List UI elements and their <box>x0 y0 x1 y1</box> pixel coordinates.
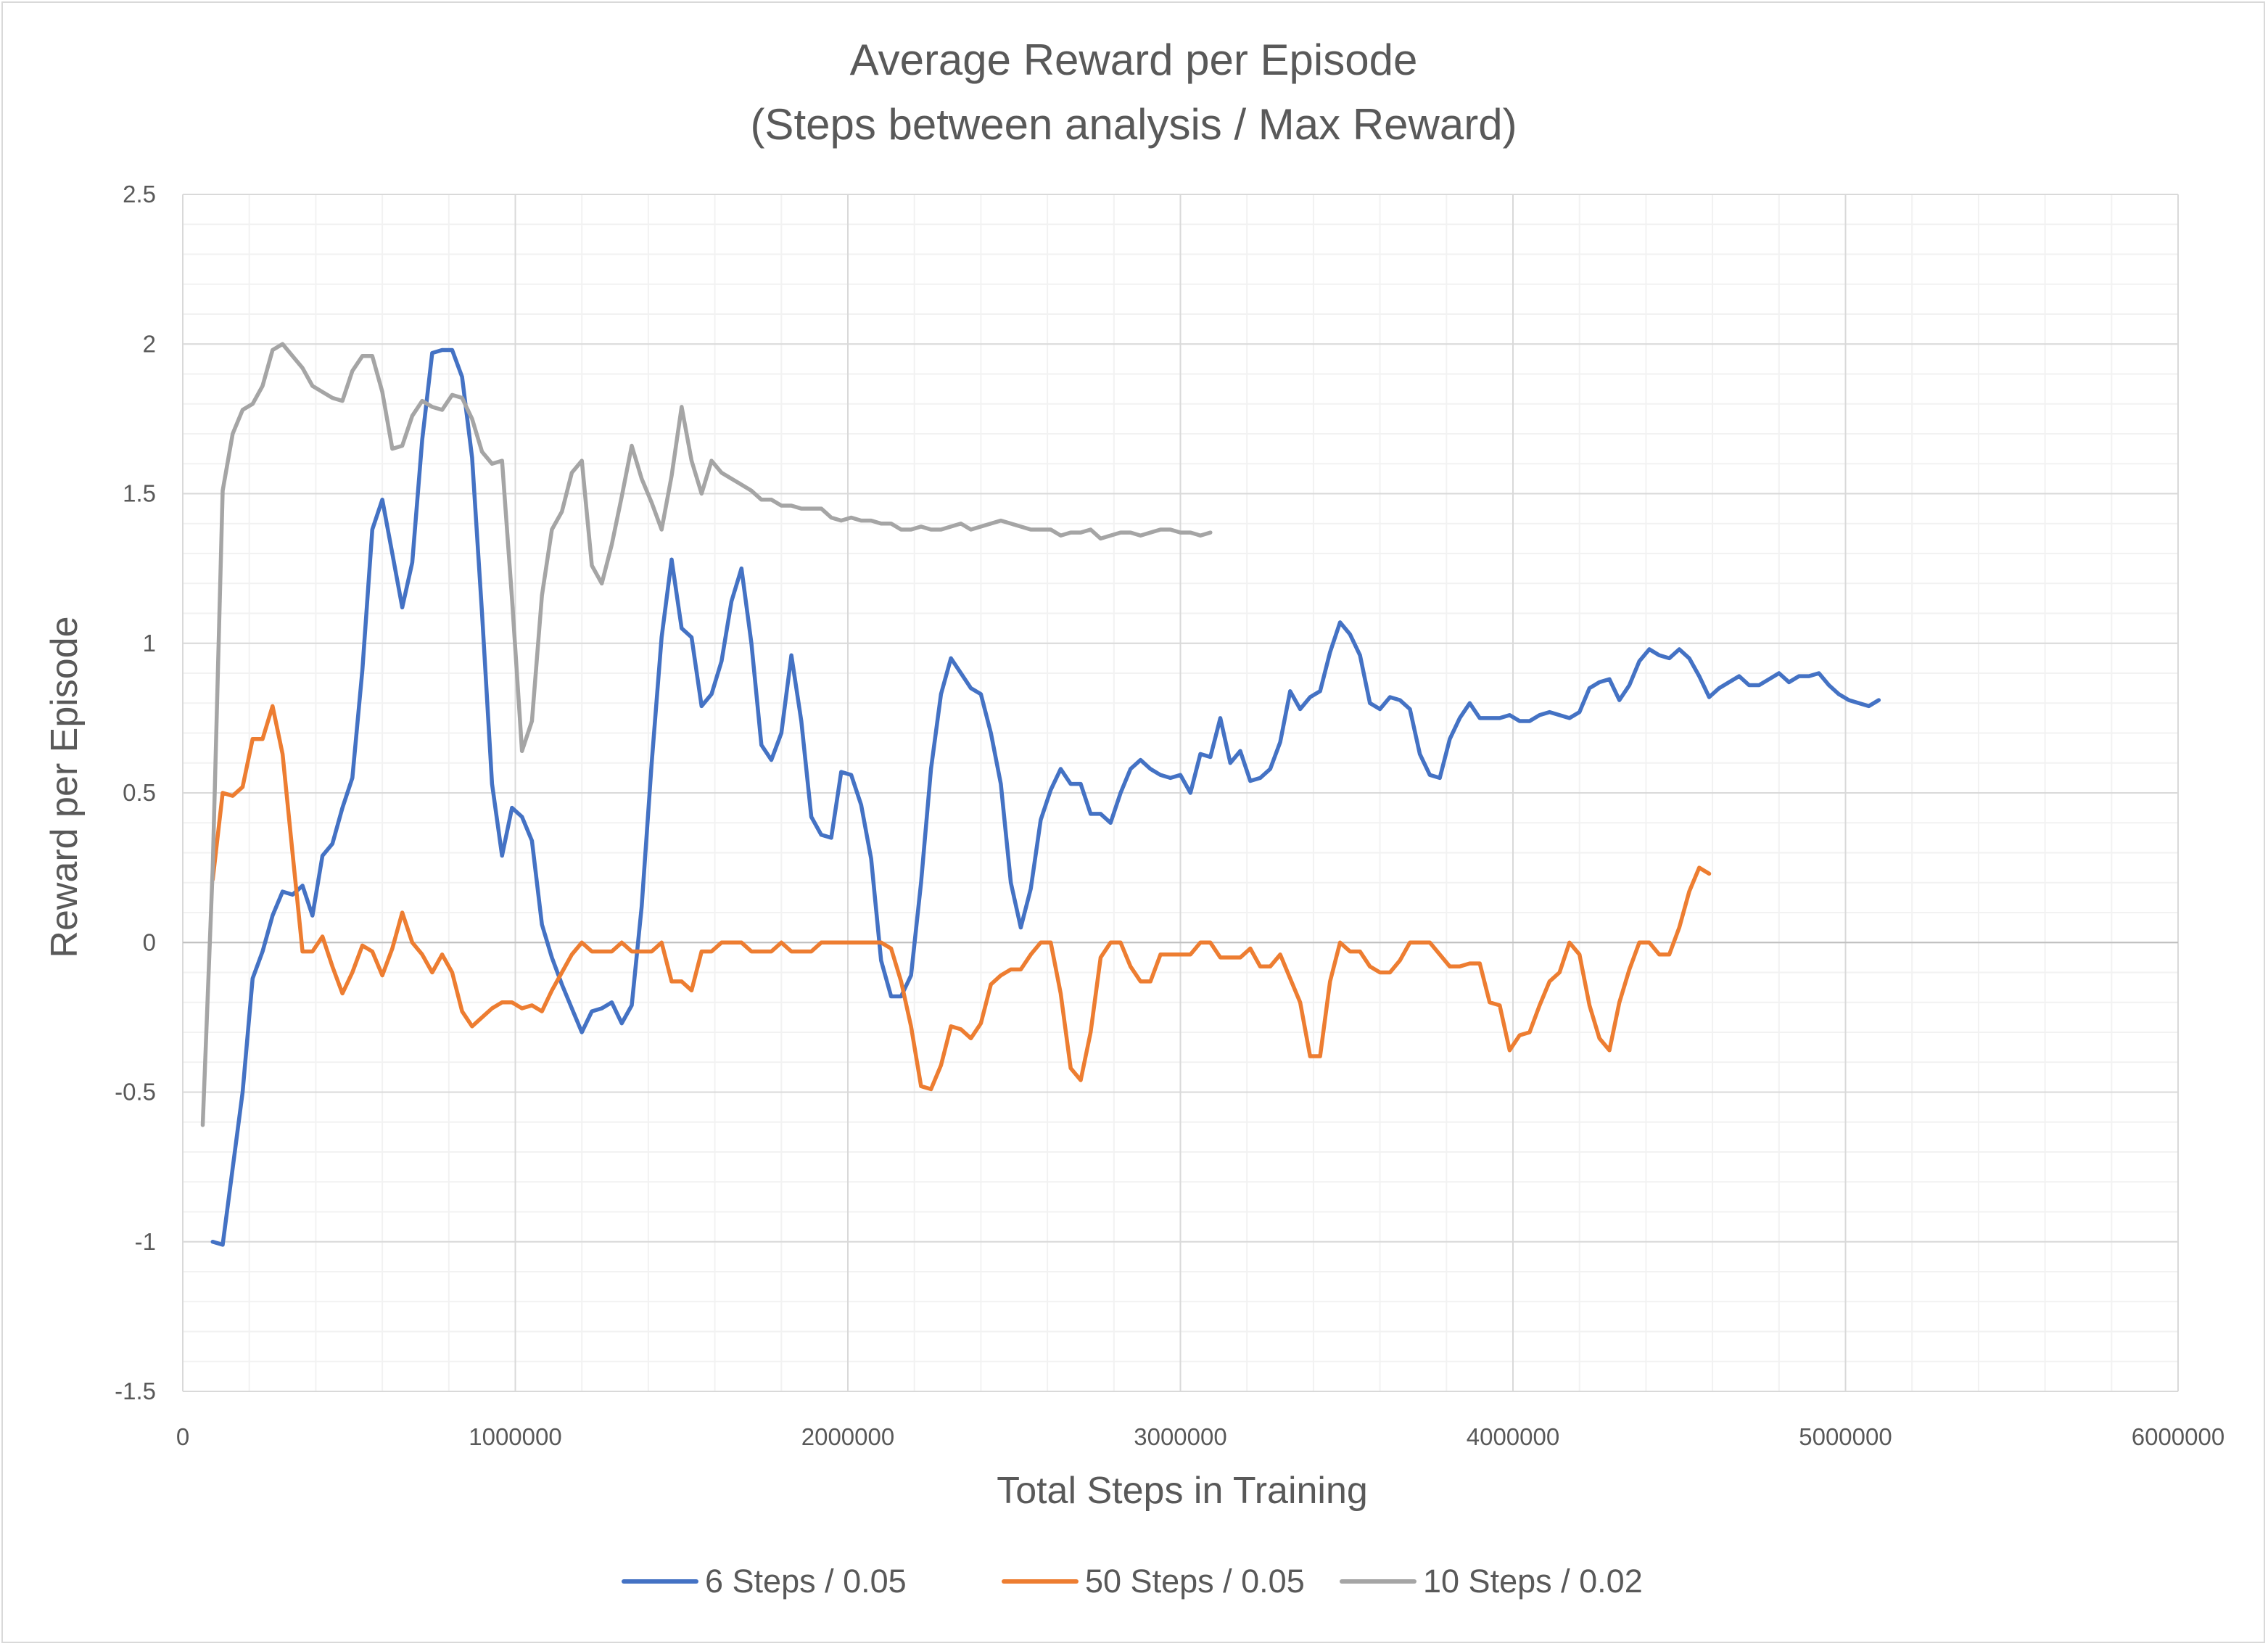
x-tick-label: 0 <box>176 1423 189 1450</box>
x-tick-label: 2000000 <box>801 1423 894 1450</box>
chart-title: Average Reward per Episode <box>850 36 1418 84</box>
y-tick-label: 2.5 <box>123 181 156 207</box>
y-axis-title: Reward per Episode <box>44 616 86 958</box>
series-line-1 <box>210 347 1881 1247</box>
legend-label-1: 6 Steps / 0.05 <box>705 1563 907 1600</box>
y-tick-label: 1.5 <box>123 480 156 507</box>
y-tick-label: -1.5 <box>115 1378 156 1404</box>
major-gridlines <box>182 194 2179 1392</box>
y-tick-label: 0.5 <box>123 779 156 806</box>
y-tick-label: 1 <box>143 630 156 657</box>
series-lines <box>200 342 1881 1247</box>
x-tick-label: 3000000 <box>1134 1423 1226 1450</box>
y-tick-label: 0 <box>143 929 156 955</box>
x-tick-label: 6000000 <box>2132 1423 2224 1450</box>
series-line-3 <box>200 342 1213 1127</box>
y-tick-label: 2 <box>143 330 156 357</box>
y-tick-label: -1 <box>135 1228 156 1255</box>
legend-label-3: 10 Steps / 0.02 <box>1423 1563 1643 1600</box>
x-axis-title: Total Steps in Training <box>997 1470 1368 1512</box>
x-tick-label: 5000000 <box>1799 1423 1892 1450</box>
y-tick-label: -0.5 <box>115 1079 156 1106</box>
legend: 6 Steps / 0.05 50 Steps / 0.05 10 Steps / … <box>622 1563 1643 1600</box>
series-line-2 <box>210 704 1712 1092</box>
x-tick-label: 4000000 <box>1467 1423 1559 1450</box>
x-tick-label: 1000000 <box>469 1423 561 1450</box>
legend-label-2: 50 Steps / 0.05 <box>1085 1563 1305 1600</box>
x-axis-tick-labels: 0 1000000 2000000 3000000 4000000 5000000 6000… <box>176 1423 2224 1450</box>
chart-subtitle: (Steps between analysis / Max Reward) <box>750 100 1517 149</box>
y-axis-tick-labels: -1.5 -1 -0.5 0 0.5 1 1.5 2 2.5 <box>115 181 156 1404</box>
